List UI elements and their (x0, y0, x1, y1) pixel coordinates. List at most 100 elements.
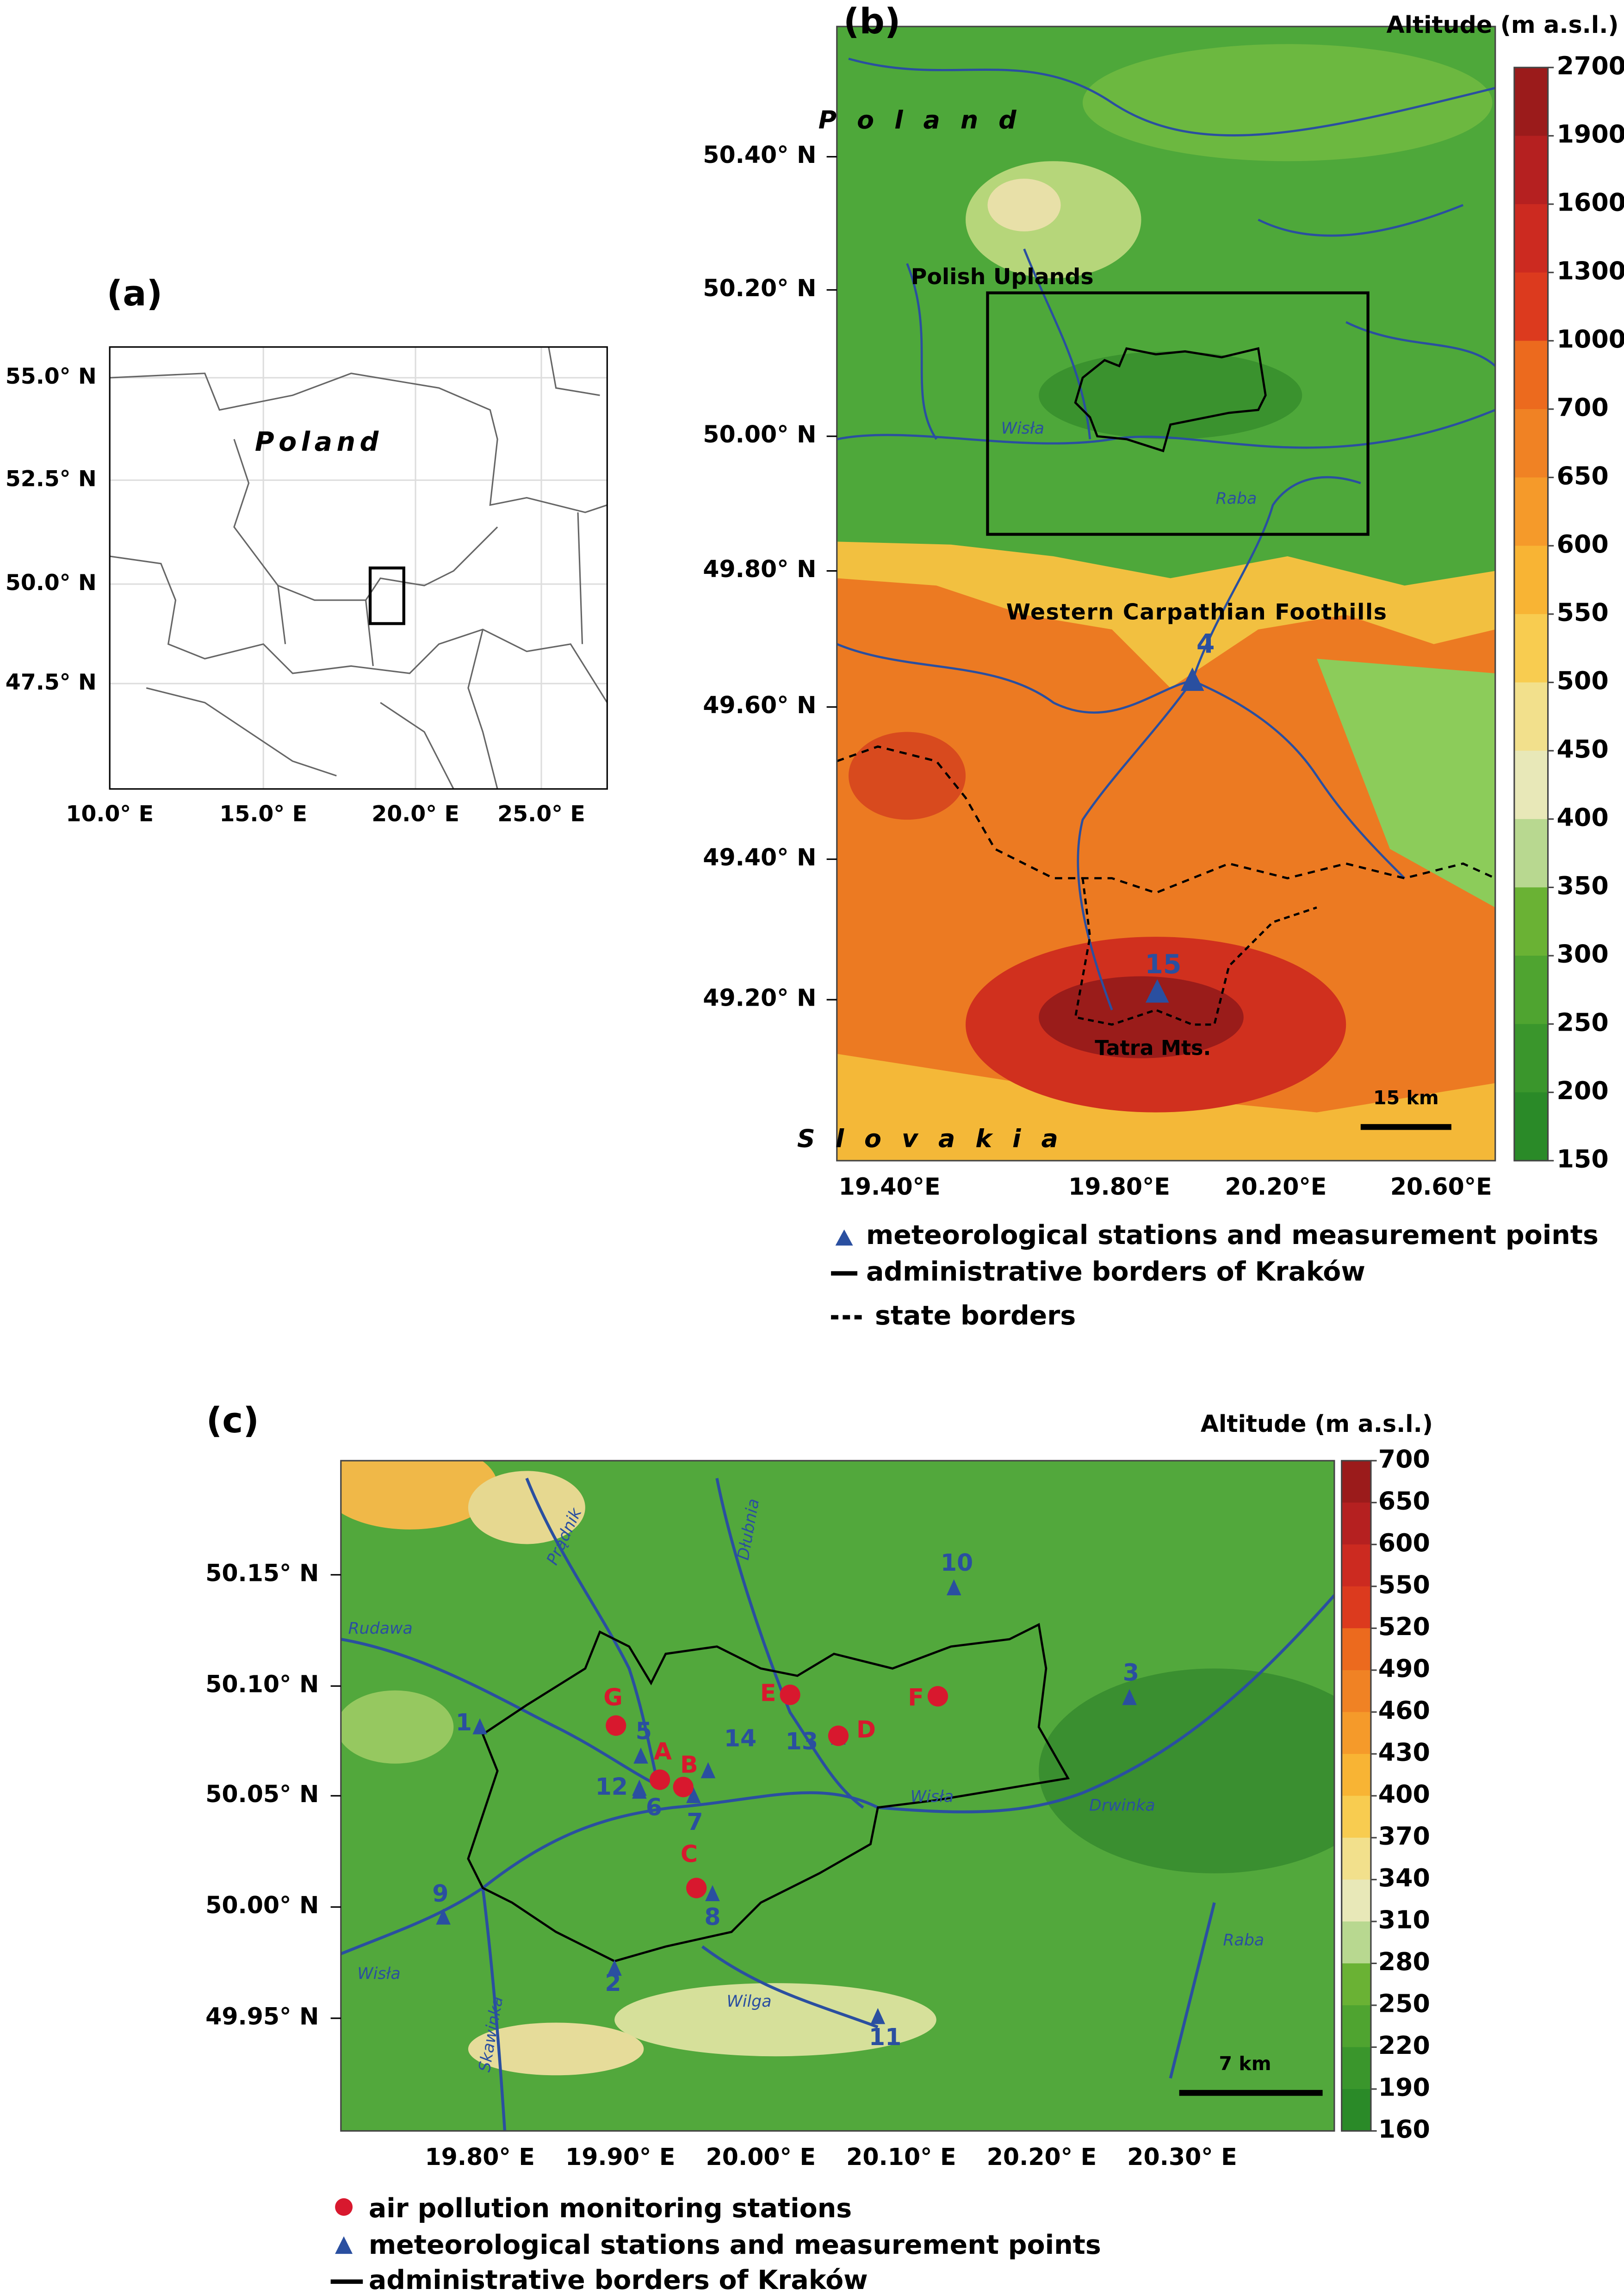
station-label: 2 (605, 1969, 621, 1996)
colorbar-label: 190 (1378, 2073, 1430, 2102)
colorbar-bin (1341, 1879, 1371, 1922)
colorbar-label: 250 (1378, 1989, 1430, 2018)
lon-tick-label: 10.0° E (66, 802, 154, 827)
colorbar-label: 600 (1378, 1528, 1430, 1557)
lat-tick-label: 47.5° N (6, 670, 97, 695)
legend-symbol (835, 1229, 853, 1246)
lon-tick-label: 20.00° E (706, 2143, 816, 2171)
colorbar-bin (1341, 1544, 1371, 1587)
legend-label: air pollution monitoring stations (369, 2193, 852, 2224)
panel-label: (c) (206, 1400, 259, 1441)
colorbar-bin (1514, 409, 1548, 479)
station-label: D (856, 1716, 876, 1743)
lat-tick-label: 50.00° N (703, 421, 816, 448)
legend-symbol (335, 2236, 353, 2254)
legend-symbol (335, 2198, 353, 2216)
legend-label: administrative borders of Kraków (866, 1256, 1365, 1287)
colorbar-bin (1514, 887, 1548, 957)
colorbar-title: Altitude (m a.s.l.) (1387, 11, 1619, 38)
lat-tick-label: 50.00° N (205, 1891, 319, 1919)
river-label: Wisła (1001, 419, 1044, 438)
pollution-station-marker (927, 1686, 948, 1707)
colorbar-label: 310 (1378, 1905, 1430, 1934)
station-marker (700, 1762, 716, 1779)
colorbar-bin (1514, 751, 1548, 820)
colorbar-label: 250 (1557, 1008, 1609, 1037)
map-c (341, 1461, 1334, 2131)
frame-b (836, 25, 1496, 1162)
colorbar-label: 280 (1378, 1947, 1430, 1976)
river-label: Rudawa (348, 1619, 413, 1638)
colorbar-label: 600 (1557, 529, 1609, 559)
colorbar-label: 450 (1557, 734, 1609, 764)
colorbar-label: 160 (1378, 2115, 1430, 2144)
lon-tick-label: 19.90° E (565, 2143, 675, 2171)
colorbar-bin (1341, 1461, 1371, 1504)
pollution-station-marker (650, 1769, 670, 1790)
lat-tick-label: 50.0° N (6, 570, 97, 596)
map-a (110, 347, 607, 789)
colorbar-bin (1341, 2089, 1371, 2132)
station-label: 14 (724, 1725, 756, 1752)
lon-tick-label: 19.80°E (1068, 1173, 1170, 1200)
lon-tick-label: 20.60°E (1390, 1173, 1492, 1200)
station-label: 15 (1145, 949, 1181, 980)
lon-tick-label: 20.20° E (987, 2143, 1097, 2171)
station-marker (946, 1579, 961, 1596)
colorbar-bin (1514, 136, 1548, 205)
colorbar-label: 400 (1378, 1779, 1430, 1809)
lat-tick-label: 49.60° N (703, 691, 816, 719)
station-label: B (680, 1751, 698, 1779)
colorbar-title: Altitude (m a.s.l.) (1201, 1410, 1433, 1437)
lon-tick-label: 20.20°E (1225, 1173, 1326, 1200)
lon-tick-label: 20.30° E (1127, 2143, 1237, 2171)
station-label: F (908, 1684, 924, 1711)
river-label: Raba (1216, 490, 1257, 508)
lon-tick-label: 25.0° E (497, 802, 585, 827)
colorbar-label: 430 (1378, 1737, 1430, 1766)
lat-tick-label: 55.0° N (6, 364, 97, 389)
station-marker (705, 1885, 720, 1902)
lat-tick-label: 49.40° N (703, 844, 816, 871)
station-label: 12 (595, 1773, 628, 1800)
colorbar-bin (1514, 341, 1548, 410)
station-marker (436, 1908, 451, 1925)
colorbar-bin (1514, 819, 1548, 889)
colorbar-label: 520 (1378, 1612, 1430, 1641)
colorbar-bin (1514, 546, 1548, 615)
lat-tick-label: 50.05° N (205, 1780, 319, 1808)
station-label: 10 (941, 1549, 973, 1576)
station-label: 13 (786, 1728, 818, 1755)
colorbar-label: 1300 (1557, 256, 1624, 285)
river-label: Wisła (911, 1788, 954, 1806)
colorbar-label: 400 (1557, 802, 1609, 832)
station-label: A (654, 1738, 672, 1765)
place-label: P o l a n d (818, 105, 1022, 134)
colorbar-label: 490 (1378, 1654, 1430, 1683)
river-label: Drwinka (1089, 1796, 1155, 1815)
lat-tick-label: 49.80° N (703, 555, 816, 583)
colorbar-bin (1341, 1502, 1371, 1545)
pollution-station-marker (606, 1715, 626, 1736)
station-marker (1122, 1689, 1137, 1705)
lat-tick-label: 50.10° N (205, 1671, 319, 1698)
station-label: 11 (869, 2023, 901, 2051)
pollution-station-marker (686, 1878, 707, 1898)
river-label: Wisła (357, 1965, 400, 1983)
colorbar-label: 370 (1378, 1821, 1430, 1850)
station-marker (632, 1779, 647, 1796)
station-marker (1180, 667, 1204, 691)
station-marker (686, 1787, 701, 1804)
station-label: 9 (432, 1880, 448, 1907)
colorbar-bin (1341, 1628, 1371, 1671)
colorbar-label: 2700 (1557, 51, 1624, 80)
lon-tick-label: 20.0° E (372, 802, 459, 827)
lat-tick-label: 50.15° N (205, 1559, 319, 1586)
lon-tick-label: 15.0° E (219, 802, 307, 827)
colorbar-label: 220 (1378, 2031, 1430, 2060)
colorbar-label: 1900 (1557, 119, 1624, 149)
river-label: Raba (1223, 1931, 1264, 1949)
lat-tick-label: 50.40° N (703, 141, 816, 168)
